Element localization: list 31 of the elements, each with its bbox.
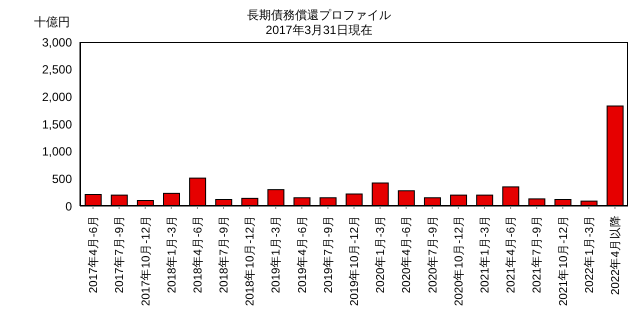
y-tick-label: 1,500 (42, 117, 72, 132)
x-tick-label: 2017年10月-12月 (139, 215, 152, 306)
x-tick-label: 2019年4月-6月 (296, 215, 309, 294)
x-tick-label: 2018年4月-6月 (191, 215, 204, 294)
chart-subtitle: 2017年3月31日現在 (266, 23, 372, 37)
x-tick-label: 2017年7月-9月 (113, 215, 126, 294)
x-tick-label: 2019年1月-3月 (270, 215, 283, 294)
x-tick-label: 2020年7月-9月 (426, 215, 440, 294)
x-tick-label: 2018年7月-9月 (218, 215, 231, 294)
x-tick-label: 2020年1月-3月 (374, 215, 388, 294)
x-tick-label: 2018年1月-3月 (165, 215, 178, 294)
y-tick-label: 2,500 (42, 62, 72, 77)
chart-title: 長期債務償還プロファイル (247, 8, 391, 22)
x-tick-label: 2017年4月-6月 (87, 215, 100, 294)
x-tick-label: 2019年7月-9月 (322, 215, 335, 294)
y-tick-label: 1,000 (42, 144, 72, 159)
x-tick-label: 2021年7月-9月 (530, 215, 544, 294)
x-tick-label: 2018年10月-12月 (244, 215, 257, 306)
y-tick-label: 3,000 (42, 35, 72, 50)
x-tick-label: 2019年10月-12月 (348, 215, 362, 306)
x-tick-label: 2020年10月-12月 (452, 215, 466, 306)
y-tick-label: 0 (65, 199, 72, 214)
x-tick-label: 2021年4月-6月 (504, 215, 518, 294)
y-tick-label: 500 (52, 172, 72, 186)
y-axis-title: 十億円 (34, 14, 70, 31)
x-tick-label: 2022年1月-3月 (582, 215, 596, 294)
y-tick-label: 2,000 (42, 90, 72, 104)
x-tick-label: 2020年4月-6月 (400, 215, 414, 294)
x-tick-label: 2022年4月以降 (608, 215, 622, 295)
x-tick-label: 2021年10月-12月 (556, 215, 570, 306)
x-tick-label: 2021年1月-3月 (478, 215, 492, 294)
